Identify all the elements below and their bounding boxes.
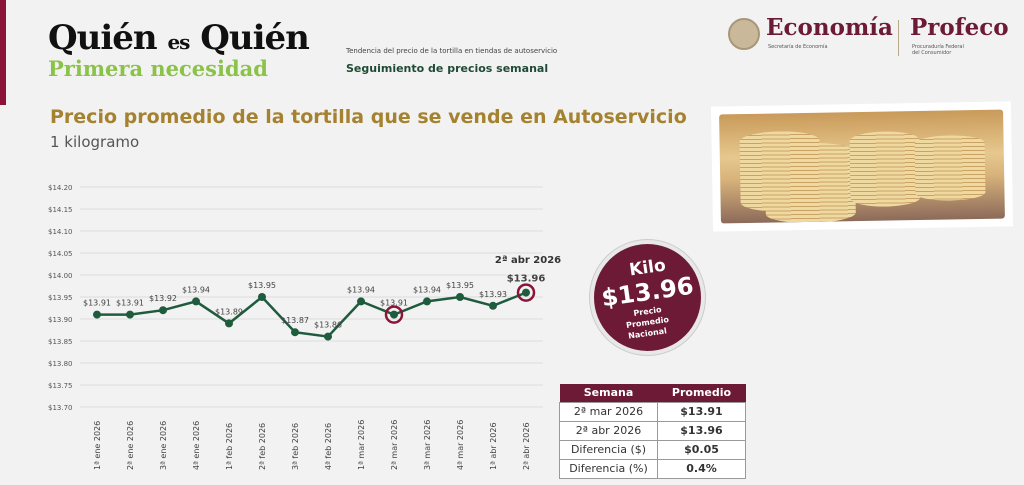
data-label: $13.91: [83, 299, 111, 308]
y-tick-label: $14.15: [48, 206, 73, 214]
y-tick-label: $13.80: [48, 360, 73, 368]
y-tick-label: $14.10: [48, 228, 73, 236]
table-row: Diferencia ($) $0.05: [559, 439, 746, 460]
table-row: 2ª abr 2026 $13.96: [559, 420, 746, 441]
table-cell: 2ª abr 2026: [559, 420, 658, 441]
profeco-logo: Profeco: [910, 14, 1009, 41]
highlight-ring: [384, 305, 404, 324]
y-tick-label: $14.20: [48, 184, 73, 192]
data-point: [225, 319, 233, 328]
chart-subtitle: 1 kilogramo: [50, 133, 140, 151]
logo-text: es: [167, 30, 190, 54]
x-tick-label: 1ª feb 2026: [225, 423, 234, 470]
data-point: [192, 297, 200, 306]
header-subtitle: Seguimiento de precios semanal: [346, 62, 549, 75]
y-tick-label: $13.95: [48, 294, 73, 302]
data-point: [357, 297, 365, 306]
x-tick-label: 3ª feb 2026: [291, 423, 300, 470]
data-label: $13.93: [479, 290, 507, 299]
annotation-label: 2ª abr 2026: [495, 255, 561, 266]
x-tick-label: 2ª abr 2026: [522, 422, 531, 470]
chart-title: Precio promedio de la tortilla que se ve…: [50, 106, 687, 128]
x-tick-label: 4ª mar 2026: [456, 420, 465, 470]
data-label: $13.91: [380, 299, 408, 308]
y-tick-label: $13.85: [48, 338, 73, 346]
comparison-table: Semana Promedio 2ª mar 2026 $13.91 2ª abr …: [559, 384, 746, 479]
x-tick-label: 2ª ene 2026: [126, 421, 135, 470]
y-tick-label: $13.75: [48, 382, 73, 390]
logo-quien-es-quien: Quién es Quién: [48, 18, 310, 58]
data-point: [324, 332, 332, 341]
x-tick-label: 3ª mar 2026: [423, 420, 432, 470]
table-cell: 0.4%: [657, 458, 746, 479]
table-header: Semana: [559, 384, 658, 402]
data-label: $13.94: [182, 285, 210, 294]
national-seal-icon: [728, 18, 760, 50]
profeco-sub-line: del Consumidor: [912, 50, 952, 56]
logo-text: Quién: [200, 18, 310, 58]
highlight-ring: [516, 283, 536, 302]
data-point: [456, 293, 464, 301]
data-label: $13.95: [446, 281, 474, 290]
x-tick-label: 4ª ene 2026: [192, 421, 201, 470]
logo-divider: [898, 20, 899, 56]
table-header: Promedio: [657, 384, 746, 402]
table-cell: $0.05: [657, 439, 746, 460]
economia-subtitle: Secretaría de Economía: [768, 44, 828, 50]
profeco-sub-line: Procuraduría Federal: [912, 44, 964, 50]
profeco-subtitle: Procuraduría Federal del Consumidor: [912, 44, 964, 56]
y-tick-label: $13.90: [48, 316, 73, 324]
data-label: $13.91: [116, 299, 144, 308]
price-badge: Kilo $13.96 Precio Promedio Nacional: [590, 240, 705, 355]
table-cell: 2ª mar 2026: [559, 401, 658, 422]
data-label: $13.96: [507, 274, 546, 285]
logo-subtitle: Primera necesidad: [48, 56, 268, 81]
data-point: [126, 310, 134, 319]
economia-logo: Economía: [766, 14, 893, 41]
data-point: [390, 310, 398, 319]
x-tick-label: 4ª feb 2026: [324, 423, 333, 470]
x-tick-label: 2ª feb 2026: [258, 423, 267, 470]
table-cell: Diferencia ($): [559, 439, 658, 460]
data-label: $13.92: [149, 294, 177, 303]
data-label: $13.89: [215, 307, 243, 316]
data-label: $13.87: [281, 316, 309, 325]
data-point: [93, 310, 101, 319]
data-point: [291, 328, 299, 337]
accent-bar: [0, 0, 6, 105]
x-tick-label: 1ª abr 2026: [489, 422, 498, 470]
table-row: 2ª mar 2026 $13.91: [559, 401, 746, 422]
header-small-subtitle: Tendencia del precio de la tortilla en t…: [346, 47, 558, 55]
table-cell: $13.96: [657, 420, 746, 441]
x-tick-label: 3ª ene 2026: [159, 421, 168, 470]
x-tick-label: 2ª mar 2026: [390, 420, 399, 470]
data-label: $13.86: [314, 321, 342, 330]
logo-text: Quién: [48, 18, 158, 58]
data-point: [258, 293, 266, 301]
y-tick-label: $14.05: [48, 250, 73, 258]
data-label: $13.95: [248, 281, 276, 290]
data-point: [522, 288, 530, 297]
table-row: Diferencia (%) 0.4%: [559, 458, 746, 479]
y-tick-label: $13.70: [48, 404, 73, 412]
data-label: $13.94: [347, 285, 375, 294]
x-tick-label: 1ª mar 2026: [357, 420, 366, 470]
table-cell: Diferencia (%): [559, 458, 658, 479]
data-point: [159, 306, 167, 315]
data-point: [423, 297, 431, 306]
table-cell: $13.91: [657, 401, 746, 422]
y-tick-label: $14.00: [48, 272, 73, 280]
series-line: [97, 291, 527, 338]
data-label: $13.94: [413, 285, 441, 294]
x-tick-label: 1ª ene 2026: [93, 421, 102, 470]
data-point: [489, 301, 497, 310]
